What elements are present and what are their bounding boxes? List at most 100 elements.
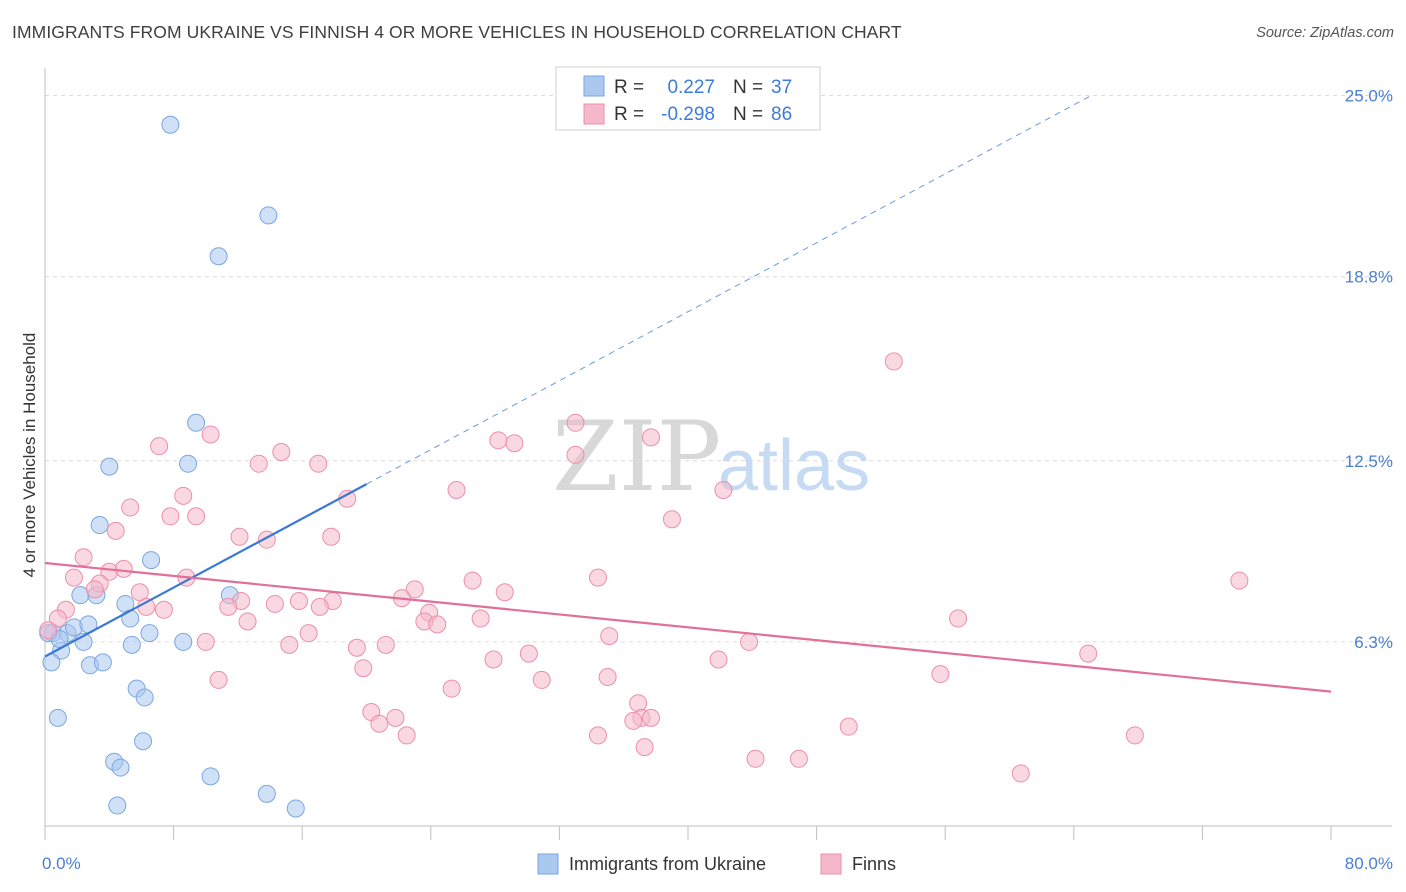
data-point — [495, 583, 514, 602]
data-point — [64, 568, 83, 587]
data-point — [137, 597, 156, 616]
data-point — [174, 486, 193, 505]
data-point — [161, 507, 180, 526]
data-point — [471, 609, 490, 628]
gridlines — [45, 95, 1392, 643]
data-point — [354, 659, 373, 678]
y-tick-label-2: 18.8% — [1345, 268, 1393, 287]
data-point — [1011, 764, 1030, 783]
axes — [44, 68, 1392, 840]
legend-n-value-blue: 37 — [771, 77, 792, 98]
data-point — [642, 708, 661, 727]
data-point — [201, 767, 220, 786]
data-point — [48, 609, 67, 628]
data-point — [289, 592, 308, 611]
data-point — [122, 635, 141, 654]
data-point — [121, 498, 140, 517]
legend-n-label-blue: N = — [733, 77, 763, 98]
data-point — [114, 559, 133, 578]
data-point — [135, 688, 154, 707]
data-point — [286, 799, 305, 818]
correlation-legend: R = 0.227 N = 37 R = -0.298 N = 86 — [555, 66, 821, 131]
data-point — [100, 457, 119, 476]
data-point — [108, 796, 127, 815]
data-point — [48, 708, 67, 727]
data-point — [405, 580, 424, 599]
data-point — [39, 621, 58, 640]
data-point — [347, 638, 366, 657]
data-point — [93, 653, 112, 672]
data-point — [642, 428, 661, 447]
bottom-legend-swatch-finns — [820, 853, 842, 875]
data-point — [154, 600, 173, 619]
data-point — [85, 580, 104, 599]
legend-r-label-blue: R = — [614, 77, 644, 98]
data-point — [588, 726, 607, 745]
data-point — [299, 624, 318, 643]
data-point — [839, 717, 858, 736]
data-point — [219, 597, 238, 616]
y-tick-label-0: 6.3% — [1354, 633, 1393, 652]
data-point — [174, 632, 193, 651]
data-point — [600, 627, 619, 646]
data-point — [230, 527, 249, 546]
data-point — [257, 784, 276, 803]
data-point — [322, 527, 341, 546]
data-point — [1125, 726, 1144, 745]
trend-lines — [44, 95, 1332, 693]
chart-title: IMMIGRANTS FROM UKRAINE VS FINNISH 4 OR … — [12, 22, 902, 42]
data-point — [134, 732, 153, 751]
data-point — [566, 413, 585, 432]
data-point — [463, 571, 482, 590]
data-point — [111, 758, 130, 777]
data-point — [187, 413, 206, 432]
data-point — [150, 437, 169, 456]
data-point — [265, 594, 284, 613]
data-point — [238, 612, 257, 631]
data-point — [489, 431, 508, 450]
legend-r-label-pink: R = — [614, 104, 644, 125]
bottom-legend-label-ukraine: Immigrants from Ukraine — [569, 854, 766, 874]
data-point — [249, 454, 268, 473]
series-finns — [39, 352, 1249, 783]
data-point — [106, 521, 125, 540]
legend-swatch-pink — [583, 103, 605, 125]
x-tick-labels: 0.0% 80.0% — [42, 854, 1393, 873]
data-point — [179, 454, 198, 473]
data-point — [280, 635, 299, 654]
data-point — [714, 480, 733, 499]
data-point — [196, 632, 215, 651]
trend-line-0 — [44, 483, 368, 658]
data-point — [931, 665, 950, 684]
data-point — [519, 644, 538, 663]
watermark: ZIP atlas — [552, 401, 870, 513]
data-point — [949, 609, 968, 628]
data-point — [598, 667, 617, 686]
bottom-legend-label-finns: Finns — [852, 854, 896, 874]
data-point — [309, 454, 328, 473]
series-legend: Immigrants from Ukraine Finns — [537, 853, 896, 875]
data-point — [635, 738, 654, 757]
data-point — [588, 568, 607, 587]
data-point — [310, 597, 329, 616]
data-point — [442, 679, 461, 698]
data-point — [1230, 571, 1249, 590]
y-tick-label-3: 25.0% — [1345, 87, 1393, 106]
x-tick-label-1: 80.0% — [1345, 854, 1393, 873]
y-axis-label: 4 or more Vehicles in Household — [20, 333, 39, 578]
data-point — [142, 551, 161, 570]
data-point — [709, 650, 728, 669]
y-tick-label-1: 12.5% — [1345, 452, 1393, 471]
data-point — [484, 650, 503, 669]
data-point — [121, 609, 140, 628]
data-point — [74, 548, 93, 567]
x-tick-label-0: 0.0% — [42, 854, 81, 873]
trend-line-1 — [44, 561, 1332, 693]
legend-n-label-pink: N = — [733, 104, 763, 125]
legend-r-value-blue: 0.227 — [667, 77, 715, 98]
data-point — [746, 749, 765, 768]
bottom-legend-swatch-ukraine — [537, 853, 559, 875]
data-point — [397, 726, 416, 745]
data-point — [532, 670, 551, 689]
